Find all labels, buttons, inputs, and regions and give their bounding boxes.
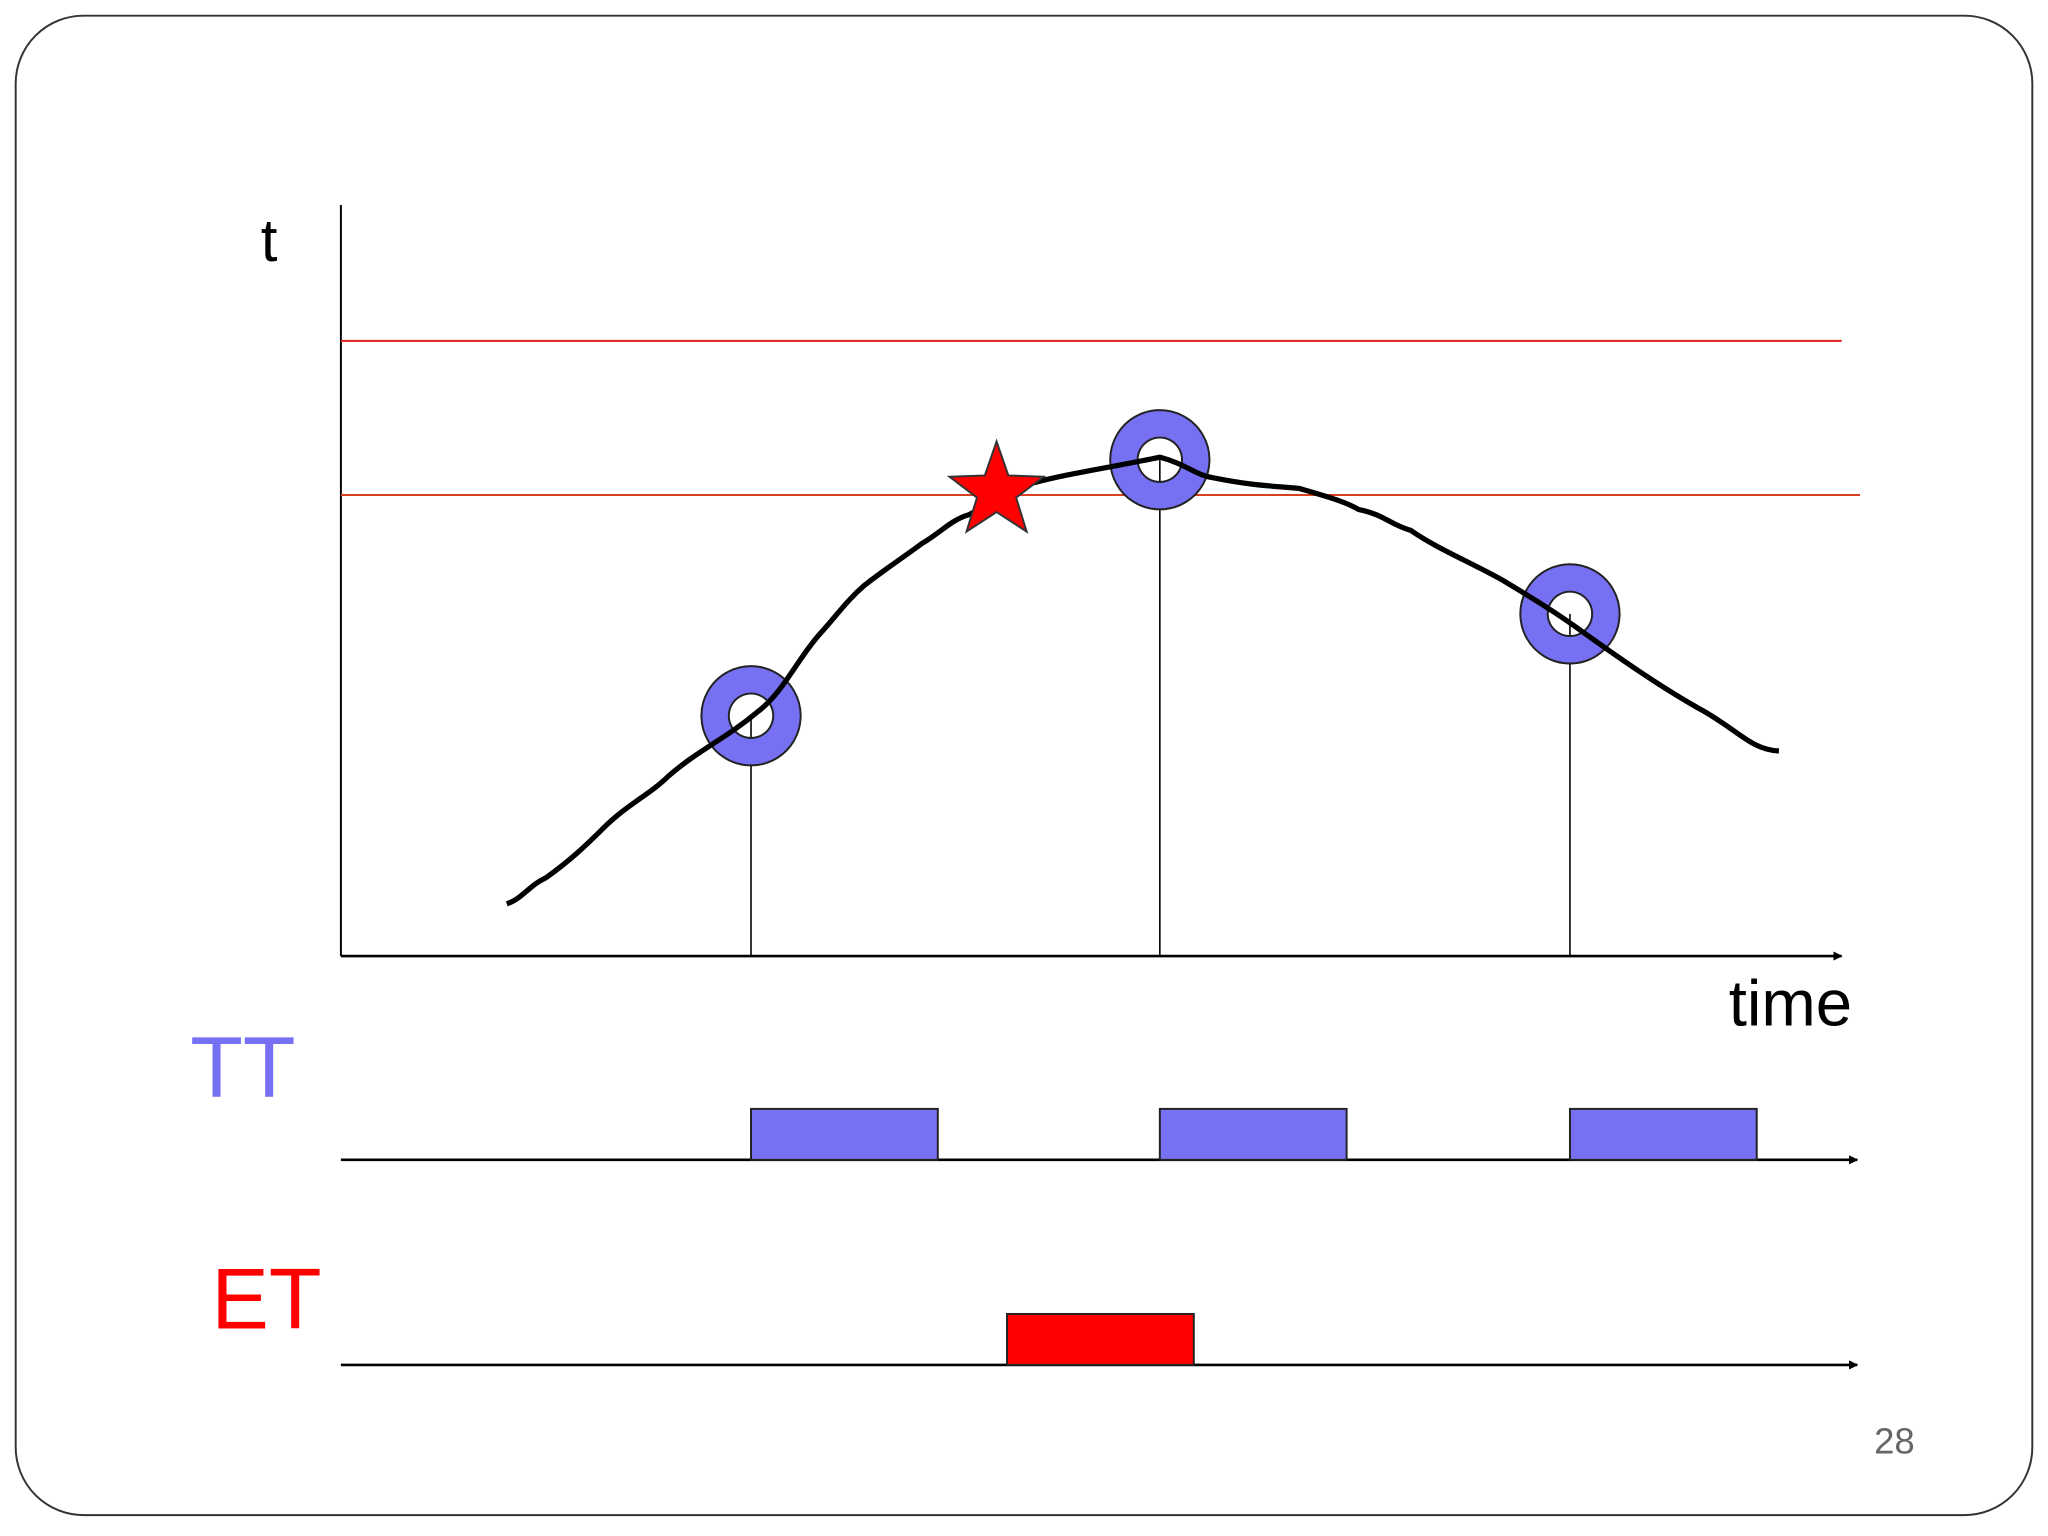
et-task	[1006, 1312, 1195, 1366]
slide-frame	[14, 14, 2034, 1517]
x-axis-label: time	[1729, 966, 1852, 1039]
signal-curve	[505, 454, 1780, 907]
event-star	[946, 438, 1047, 534]
y-axis-label: t	[261, 207, 278, 274]
tt-task	[1568, 1107, 1758, 1161]
sample-circle	[1109, 409, 1211, 511]
row-label: ET	[211, 1251, 321, 1347]
tt-task	[1158, 1107, 1348, 1161]
row-label: TT	[190, 1020, 295, 1116]
page-number: 28	[1874, 1421, 1915, 1462]
tt-task	[750, 1107, 939, 1161]
